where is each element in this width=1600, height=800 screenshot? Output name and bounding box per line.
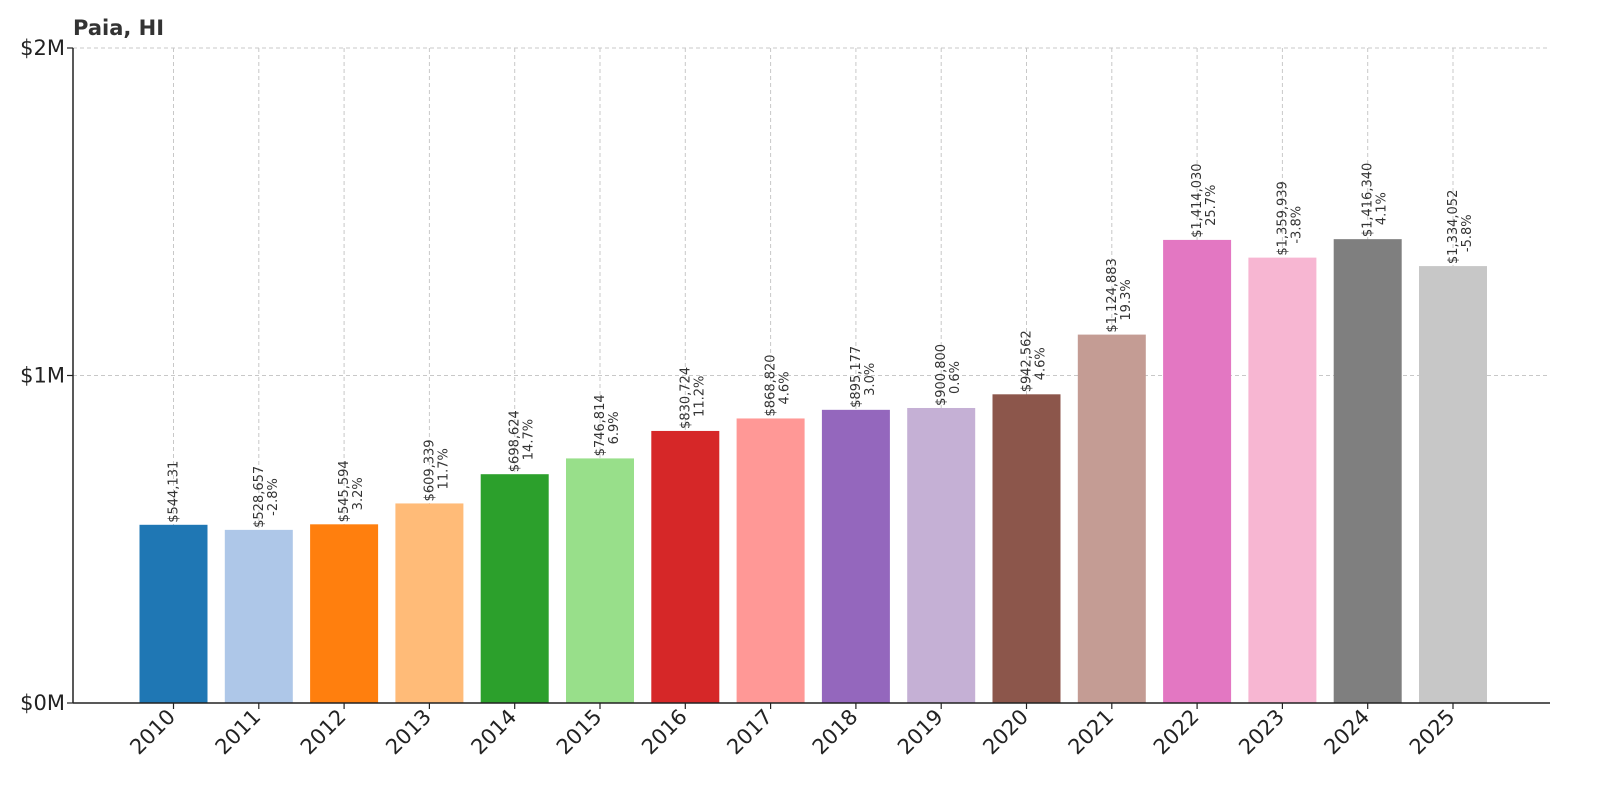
change-label: 4.6% bbox=[1034, 347, 1049, 380]
change-label: 19.3% bbox=[1119, 279, 1134, 320]
bars bbox=[139, 239, 1487, 703]
value-label: $1,334,052 bbox=[1446, 190, 1461, 264]
x-tick-label: 2024 bbox=[1319, 705, 1374, 760]
value-label: $830,724 bbox=[678, 367, 693, 429]
value-label: $609,339 bbox=[422, 439, 437, 501]
value-label: $1,124,883 bbox=[1105, 258, 1120, 332]
bar-2021 bbox=[1077, 334, 1146, 703]
change-label: 4.6% bbox=[778, 371, 793, 404]
value-label: $545,594 bbox=[337, 460, 352, 522]
change-label: 11.2% bbox=[692, 376, 707, 417]
change-label: -3.8% bbox=[1289, 206, 1304, 244]
x-tick-label: 2016 bbox=[637, 705, 692, 760]
bar-2010 bbox=[139, 524, 208, 703]
value-label: $868,820 bbox=[764, 354, 779, 416]
x-tick-label: 2015 bbox=[552, 705, 607, 760]
bar-2020 bbox=[992, 394, 1061, 703]
change-label: 4.1% bbox=[1375, 192, 1390, 225]
value-label: $1,359,939 bbox=[1275, 181, 1290, 255]
change-label: 11.7% bbox=[436, 448, 451, 489]
bar-2014 bbox=[480, 474, 549, 703]
bar-2015 bbox=[566, 458, 634, 703]
change-label: -5.8% bbox=[1460, 214, 1475, 252]
bar-2018 bbox=[821, 409, 890, 703]
y-tick-label: $1M bbox=[20, 364, 65, 388]
change-label: -2.8% bbox=[266, 478, 281, 516]
grid-lines bbox=[73, 47, 1550, 703]
x-tick-label: 2013 bbox=[381, 705, 436, 760]
chart-title: Paia, HI bbox=[73, 16, 165, 40]
change-label: 6.9% bbox=[607, 411, 622, 444]
bar-2019 bbox=[907, 407, 976, 703]
y-tick-label: $2M bbox=[20, 36, 65, 60]
x-tick-label: 2022 bbox=[1149, 705, 1204, 760]
bar-2023 bbox=[1248, 257, 1317, 703]
bar-2017 bbox=[736, 418, 805, 703]
x-tick-label: 2021 bbox=[1064, 705, 1119, 760]
x-tick-label: 2025 bbox=[1405, 705, 1460, 760]
x-tick-label: 2014 bbox=[466, 705, 521, 760]
x-tick-label: 2012 bbox=[296, 705, 351, 760]
x-tick-label: 2023 bbox=[1234, 705, 1289, 760]
change-label: 14.7% bbox=[522, 419, 537, 460]
bar-2013 bbox=[395, 503, 464, 703]
value-label: $544,131 bbox=[167, 461, 182, 523]
change-label: 3.0% bbox=[863, 363, 878, 396]
x-tick-label: 2020 bbox=[978, 705, 1033, 760]
value-label: $942,562 bbox=[1020, 330, 1035, 392]
y-tick-label: $0M bbox=[20, 691, 65, 715]
data-labels: $544,131 $528,657 -2.8% $545,594 3.2% $609,33… bbox=[167, 163, 1476, 528]
x-tick-label: 2017 bbox=[722, 705, 777, 760]
value-label: $1,414,030 bbox=[1190, 163, 1205, 237]
value-label: $900,800 bbox=[934, 344, 949, 406]
value-label: $746,814 bbox=[593, 394, 608, 456]
bar-2024 bbox=[1333, 239, 1402, 703]
change-label: 25.7% bbox=[1204, 185, 1219, 226]
bar-2016 bbox=[651, 430, 720, 703]
value-label: $528,657 bbox=[252, 466, 267, 528]
value-label: $895,177 bbox=[849, 346, 864, 408]
change-label: 3.2% bbox=[351, 477, 366, 510]
value-label: $1,416,340 bbox=[1361, 163, 1376, 237]
x-tick-label: 2010 bbox=[125, 705, 180, 760]
change-label: 0.6% bbox=[948, 361, 963, 394]
x-tick-label: 2018 bbox=[808, 705, 863, 760]
bar-2025 bbox=[1419, 266, 1487, 703]
value-label: $698,624 bbox=[508, 410, 523, 472]
x-tick-label: 2019 bbox=[893, 705, 948, 760]
bar-2012 bbox=[310, 524, 379, 703]
bar-2011 bbox=[224, 529, 293, 703]
bar-2022 bbox=[1163, 239, 1232, 703]
x-tick-label: 2011 bbox=[211, 705, 266, 760]
